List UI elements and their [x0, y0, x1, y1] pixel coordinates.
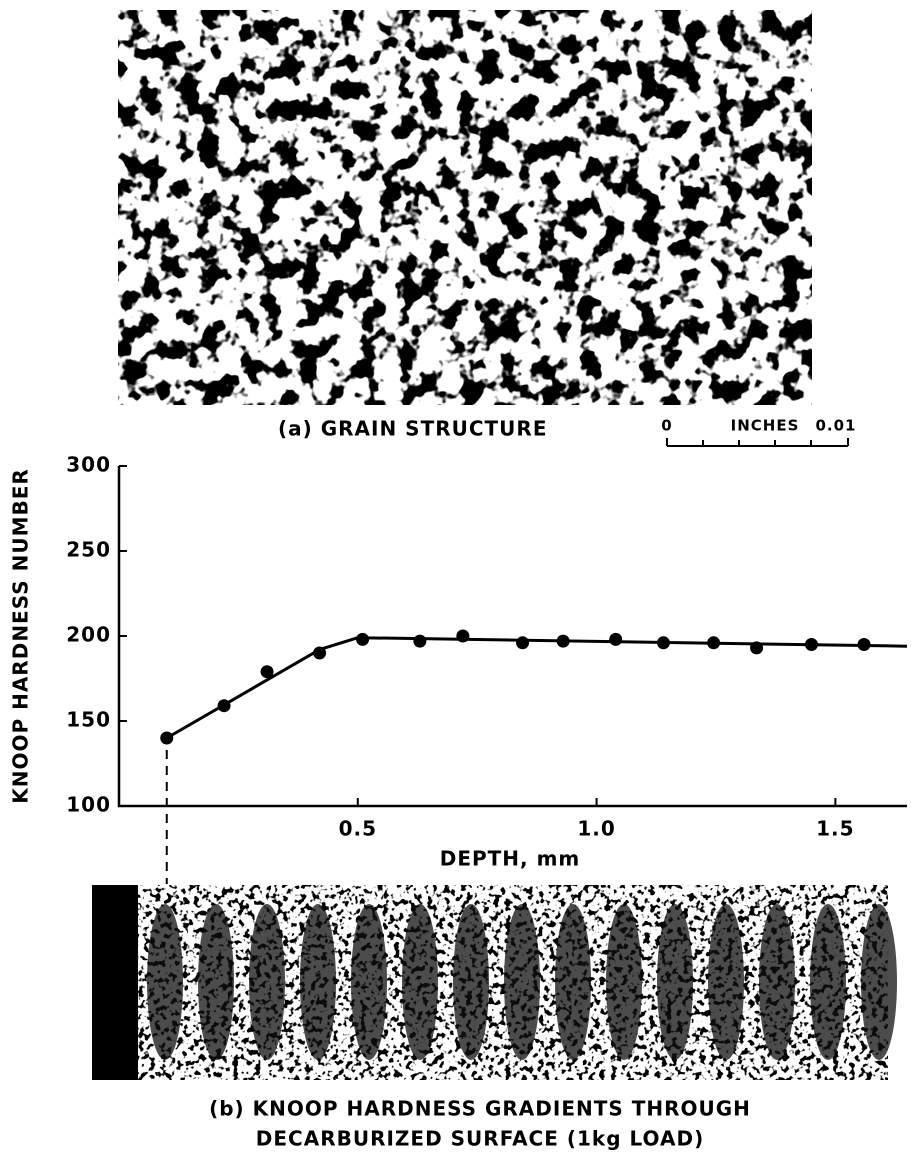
y-tick-label: 300: [66, 453, 111, 477]
indentation: [606, 904, 642, 1060]
y-tick-label: 100: [66, 793, 111, 817]
data-point: [413, 634, 427, 648]
indentation: [759, 904, 795, 1060]
y-tick-label: 200: [66, 623, 111, 647]
indentation: [504, 904, 540, 1060]
indentation: [198, 904, 234, 1060]
indentation: [708, 904, 744, 1060]
data-point: [516, 636, 530, 650]
indentation: [657, 904, 693, 1060]
scale-bar: 0 INCHES 0.01: [661, 417, 856, 447]
indentation: [453, 904, 489, 1060]
indent-micrograph: [92, 885, 897, 1080]
x-tick-label: 1.5: [816, 817, 854, 841]
scale-start: 0: [661, 417, 672, 435]
y-tick-label: 150: [66, 708, 111, 732]
x-tick-label: 0.5: [339, 817, 377, 841]
x-tick-label: 1.0: [577, 817, 615, 841]
grain-micrograph: [118, 10, 812, 405]
indentation: [147, 904, 183, 1060]
caption-a: (a) GRAIN STRUCTURE: [278, 417, 548, 441]
scale-end: 0.01: [815, 417, 856, 435]
data-point: [356, 632, 370, 646]
plot: 100 150 200 250 300 0.5 1.0 1.5: [66, 453, 908, 884]
data-point: [609, 632, 623, 646]
indentation: [402, 904, 438, 1060]
caption-b-line1: (b) KNOOP HARDNESS GRADIENTS THROUGH: [209, 1097, 751, 1121]
caption-b-line2: DECARBURIZED SURFACE (1kg LOAD): [256, 1127, 704, 1151]
indentation: [810, 904, 846, 1060]
data-point: [260, 665, 274, 679]
y-axis-title: KNOOP HARDNESS NUMBER: [9, 468, 33, 804]
x-axis-title: DEPTH, mm: [440, 847, 581, 871]
axis-frame: [117, 466, 907, 808]
y-tick-label: 250: [66, 538, 111, 562]
scale-unit: INCHES: [731, 417, 800, 435]
indentation: [249, 904, 285, 1060]
indentation: [300, 904, 336, 1060]
indentation: [861, 904, 897, 1060]
fit-line: [166, 636, 908, 740]
indentation: [555, 904, 591, 1060]
indentation: [351, 904, 387, 1060]
